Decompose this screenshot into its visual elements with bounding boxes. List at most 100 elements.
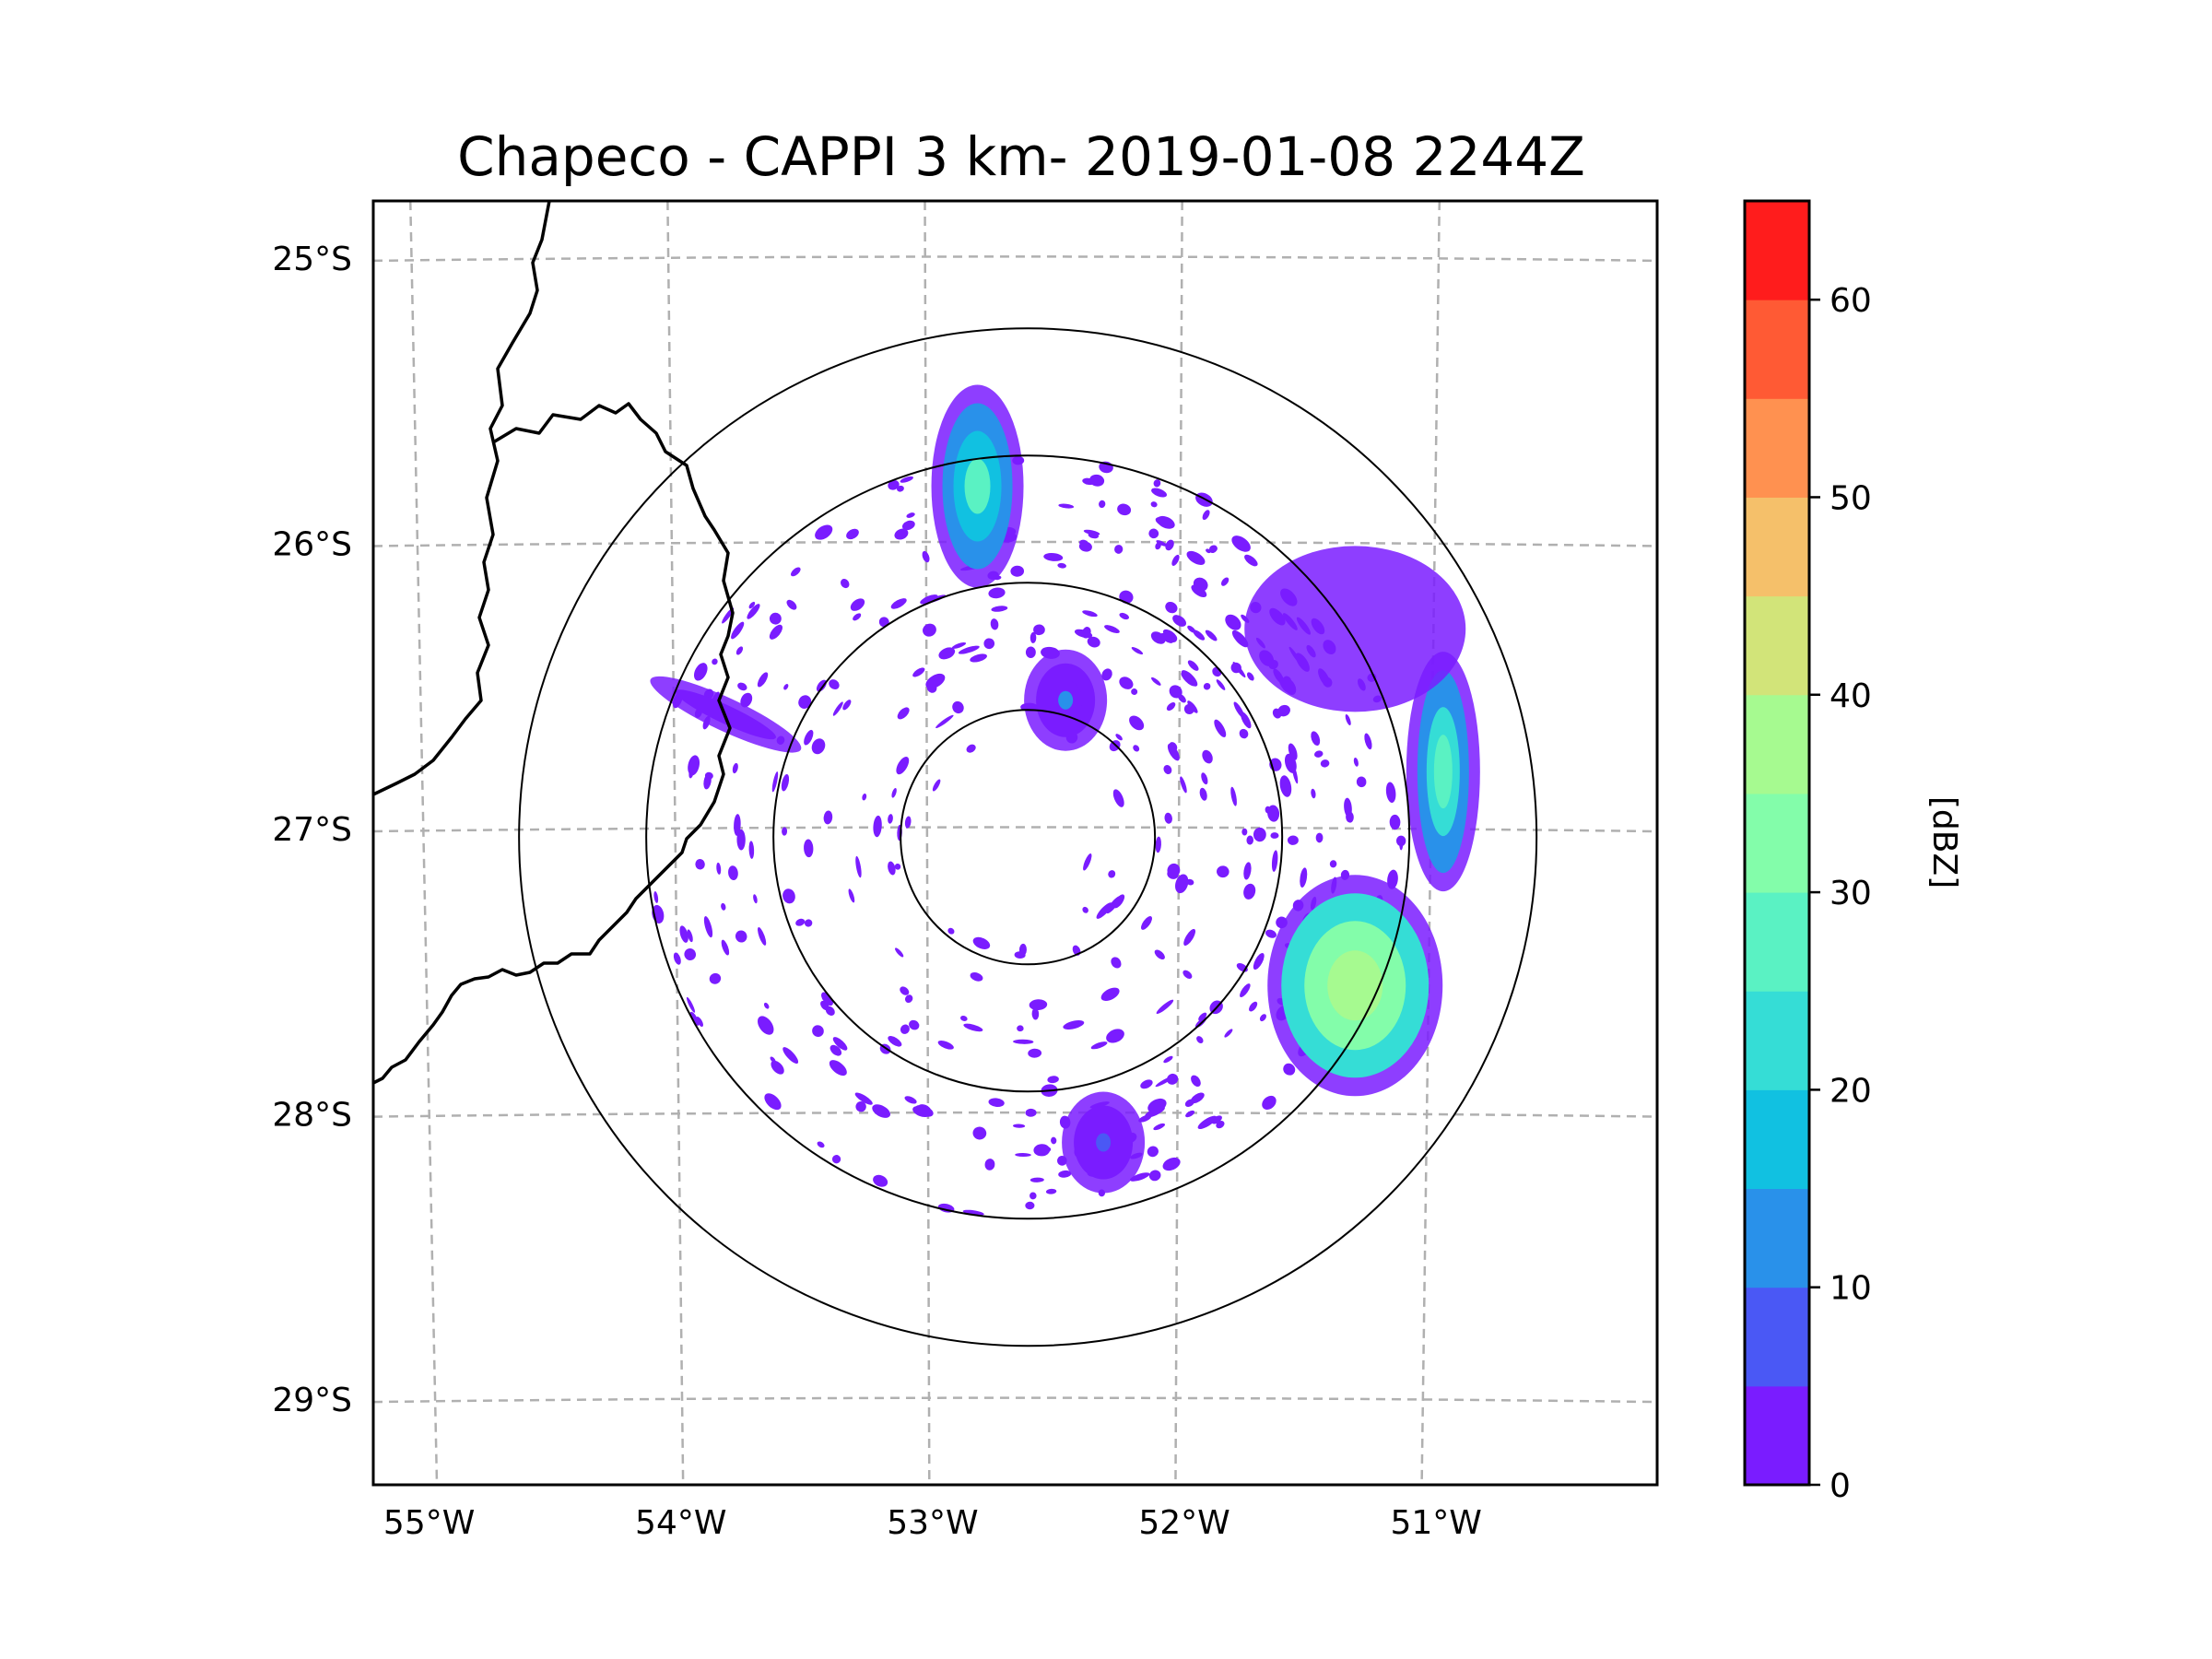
echo-speckle — [747, 604, 760, 619]
echo-speckle — [1150, 631, 1166, 644]
echo-speckle — [1025, 1201, 1035, 1210]
echo-southeast-cell — [1267, 875, 1443, 1097]
echo-speckle — [888, 1036, 902, 1047]
colorbar-tick-label: 50 — [1830, 479, 1872, 517]
echo-speckle — [891, 787, 897, 798]
echo-speckle — [821, 992, 833, 1006]
echo-speckle — [1241, 828, 1248, 836]
echo-speckle — [1015, 1153, 1031, 1158]
echo-speckle — [1012, 1124, 1026, 1128]
echo-speckle — [1262, 1095, 1277, 1110]
echo-speckle — [1385, 782, 1396, 803]
colorbar-swatch — [1745, 1385, 1809, 1486]
echo-speckle — [1090, 1041, 1108, 1050]
echo-speckle — [716, 862, 722, 875]
echo-speckle — [1033, 1144, 1051, 1157]
echo-speckle — [1240, 983, 1251, 998]
echo-speckle — [832, 1037, 848, 1051]
echo-speckle — [1198, 1012, 1207, 1021]
range-ring — [772, 582, 1284, 1093]
echo-speckle — [804, 919, 813, 927]
echo-speckle — [687, 929, 693, 943]
colorbar-tick-label: 0 — [1830, 1467, 1851, 1505]
echo-speckle — [825, 1006, 835, 1017]
echo-speckle — [786, 599, 797, 610]
echo-speckle — [688, 765, 695, 779]
echo-speckle — [900, 986, 910, 995]
latitude-tick-label: 29°S — [272, 1382, 352, 1419]
echo-speckle — [1151, 677, 1161, 686]
echo-speckle — [740, 692, 753, 708]
echo-speckle — [1017, 1025, 1024, 1032]
echo-speckle — [712, 658, 718, 665]
echo-speckle — [854, 1092, 873, 1105]
echo-speckle — [829, 1060, 847, 1077]
echo-speckle — [1167, 869, 1179, 879]
echo-speckle — [798, 695, 812, 709]
echo-speckle — [1356, 776, 1367, 788]
echo-speckle — [1249, 1001, 1258, 1012]
echo-speckle — [904, 1096, 917, 1104]
echo-speckle — [1232, 662, 1246, 678]
echo-speckle — [897, 485, 904, 492]
colorbar-swatch — [1745, 497, 1809, 597]
echo-speckle — [1243, 862, 1252, 880]
echo-speckle — [1058, 1170, 1072, 1178]
echo-speckle — [1191, 1075, 1201, 1087]
echo-speckle — [1129, 1172, 1150, 1182]
longitude-tick-label: 52°W — [1138, 1504, 1230, 1542]
echo-speckle — [753, 894, 758, 904]
parallel-line — [373, 540, 1657, 547]
echo-speckle — [1202, 749, 1213, 764]
echo-speckle — [728, 865, 738, 880]
echo-speckle — [1182, 970, 1193, 979]
echo-speckle — [1196, 1036, 1204, 1043]
echo-speckle — [855, 855, 862, 878]
echo-speckle — [1140, 1079, 1153, 1089]
echo-speckle — [653, 891, 659, 903]
echo-speckle — [846, 528, 859, 540]
echo-speckle — [1233, 701, 1245, 719]
echo-speckle — [1313, 750, 1324, 758]
echo-speckle — [1153, 479, 1161, 488]
echo-speckle — [1320, 759, 1330, 768]
echo-speckle — [1199, 787, 1207, 801]
echo-speckle — [1099, 500, 1106, 509]
latitude-tick-label: 26°S — [272, 525, 352, 563]
latitude-tick-label: 27°S — [272, 811, 352, 849]
echo-speckle — [947, 927, 955, 935]
echo-speckle — [695, 858, 705, 870]
echo-speckle — [1083, 853, 1092, 871]
echo-speckle — [1180, 776, 1187, 794]
echo-speckle — [1148, 1170, 1161, 1182]
echo-speckle — [1138, 1114, 1152, 1123]
echo-speckle — [781, 773, 790, 792]
echo-speckle — [1193, 577, 1208, 592]
echo-core — [1327, 950, 1383, 1021]
latitude-tick-label: 28°S — [272, 1097, 352, 1135]
colorbar-tick-label: 10 — [1830, 1270, 1872, 1308]
echo-speckle — [795, 918, 806, 926]
echo-speckle — [1131, 688, 1138, 695]
echo-speckle — [1279, 775, 1292, 797]
colorbar-tick-label: 60 — [1830, 282, 1872, 320]
echo-speckle — [1119, 612, 1130, 620]
echo-speckle — [1108, 870, 1116, 878]
echo-speckle — [1057, 562, 1066, 569]
echo-speckle — [1045, 1188, 1057, 1194]
echo-speckle — [1270, 832, 1279, 839]
echo-speckle — [1243, 883, 1256, 900]
echo-speckle — [686, 996, 696, 1013]
echo-speckle — [912, 667, 925, 677]
echo-speckle — [1217, 865, 1230, 878]
echo-speckle — [763, 1002, 770, 1009]
echo-speckle — [1211, 1115, 1222, 1124]
echo-speckle — [890, 598, 907, 609]
colorbar-swatch — [1745, 398, 1809, 498]
echo-speckle — [1087, 636, 1100, 648]
echo-speckle — [914, 1105, 934, 1117]
echo-speckle — [1221, 577, 1230, 586]
echo-speckle — [1163, 764, 1172, 775]
colorbar-swatch — [1745, 300, 1809, 399]
echo-speckle — [1115, 734, 1123, 741]
